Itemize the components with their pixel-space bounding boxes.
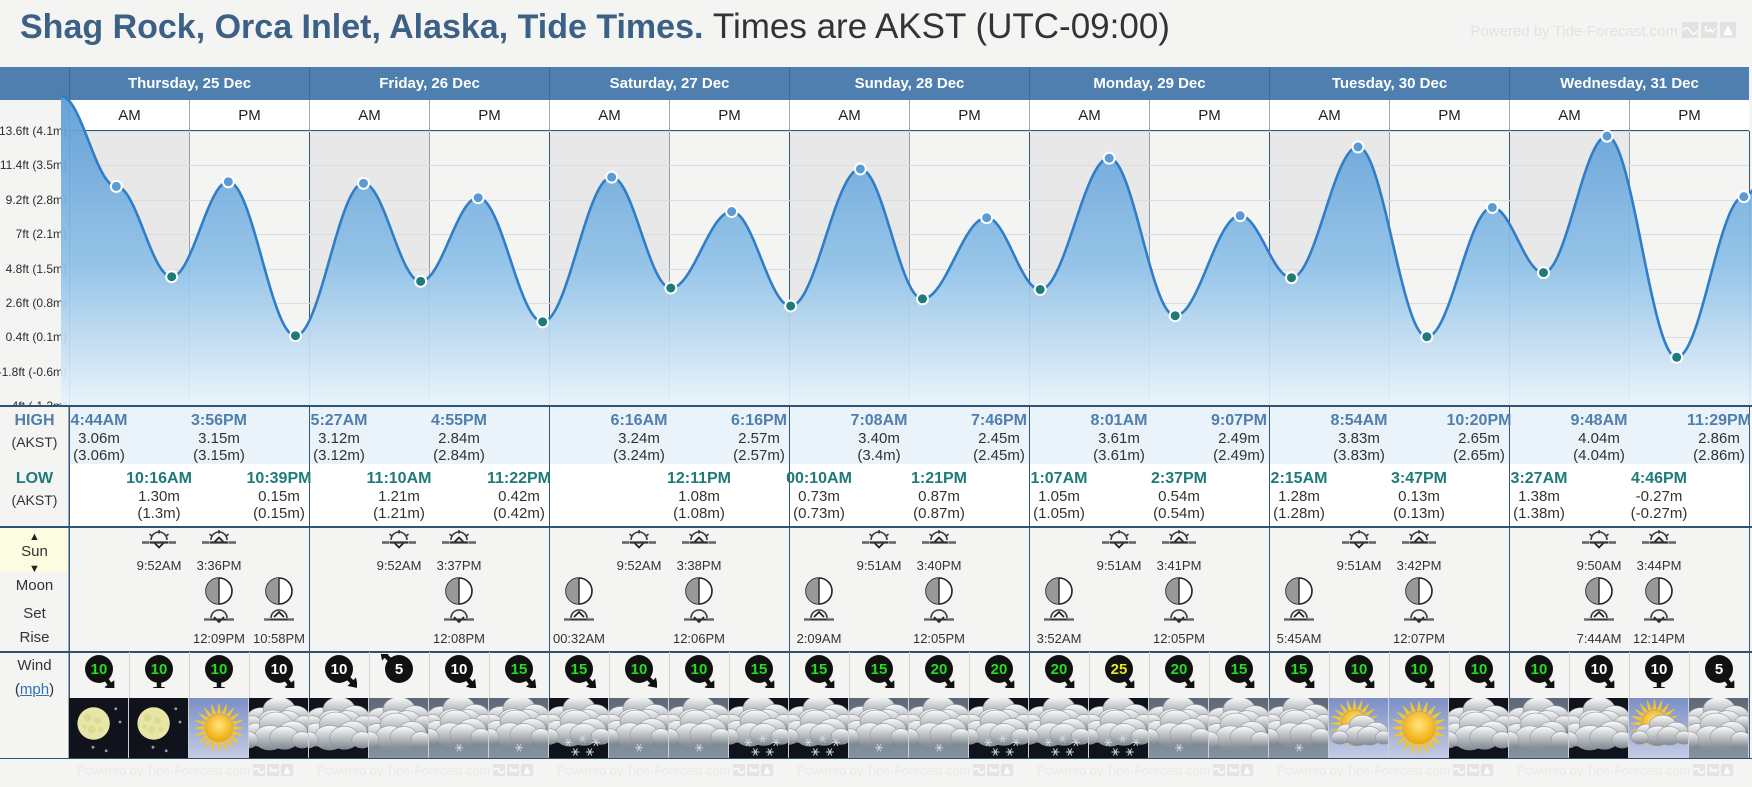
svg-text:10: 10 — [631, 661, 648, 678]
svg-text:20: 20 — [1051, 661, 1068, 678]
svg-text:15: 15 — [811, 661, 828, 678]
svg-text:20: 20 — [1171, 661, 1188, 678]
svg-text:10: 10 — [1411, 661, 1428, 678]
svg-text:10: 10 — [151, 661, 168, 678]
svg-text:10: 10 — [1651, 661, 1668, 678]
svg-text:10: 10 — [691, 661, 708, 678]
svg-text:20: 20 — [931, 661, 948, 678]
svg-text:10: 10 — [1471, 661, 1488, 678]
svg-text:5: 5 — [395, 661, 403, 678]
svg-text:15: 15 — [1291, 661, 1308, 678]
svg-text:10: 10 — [451, 661, 468, 678]
svg-text:15: 15 — [511, 661, 528, 678]
svg-text:5: 5 — [1715, 661, 1723, 678]
svg-text:10: 10 — [1591, 661, 1608, 678]
svg-text:15: 15 — [571, 661, 588, 678]
svg-text:15: 15 — [1231, 661, 1248, 678]
svg-text:25: 25 — [1111, 661, 1128, 678]
svg-text:10: 10 — [211, 661, 228, 678]
svg-text:10: 10 — [271, 661, 288, 678]
svg-text:10: 10 — [331, 661, 348, 678]
svg-text:15: 15 — [871, 661, 888, 678]
svg-text:10: 10 — [1531, 661, 1548, 678]
svg-text:15: 15 — [751, 661, 768, 678]
svg-text:10: 10 — [1351, 661, 1368, 678]
svg-text:10: 10 — [91, 661, 108, 678]
svg-text:20: 20 — [991, 661, 1008, 678]
